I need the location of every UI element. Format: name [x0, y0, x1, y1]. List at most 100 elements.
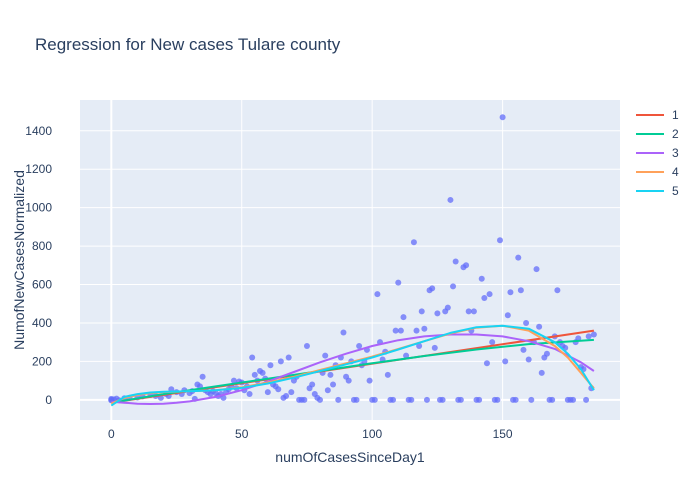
- data-point: [264, 389, 271, 396]
- data-point: [277, 358, 284, 365]
- data-point: [384, 371, 391, 378]
- y-tick-label: 1200: [25, 162, 52, 176]
- data-point: [515, 254, 522, 261]
- data-point: [570, 396, 577, 403]
- data-point: [476, 396, 483, 403]
- data-point: [434, 310, 441, 317]
- data-point: [481, 294, 488, 301]
- y-tick-label: 400: [32, 316, 52, 330]
- data-point: [416, 343, 423, 350]
- data-point: [533, 266, 540, 273]
- data-point: [444, 304, 451, 311]
- data-point: [590, 331, 597, 338]
- data-point: [403, 352, 410, 359]
- data-point: [554, 287, 561, 294]
- data-point: [366, 377, 373, 384]
- legend-item-2[interactable]: 2: [636, 127, 679, 141]
- data-point: [345, 377, 352, 384]
- legend-label: 2: [672, 127, 679, 141]
- y-tick-label: 0: [45, 393, 52, 407]
- legend-item-3[interactable]: 3: [636, 146, 679, 160]
- data-point: [504, 312, 511, 319]
- legend-label: 5: [672, 184, 679, 198]
- data-point: [356, 343, 363, 350]
- x-axis-ticks: 0 50 100 150: [108, 427, 513, 441]
- data-point: [497, 237, 503, 244]
- legend-label: 1: [672, 108, 679, 122]
- x-tick-label: 100: [362, 427, 382, 441]
- data-point: [429, 285, 436, 292]
- data-point: [520, 346, 527, 353]
- y-axis-title: NumofNewCasesNormalized: [11, 170, 27, 350]
- data-point: [585, 333, 592, 340]
- legend-label: 3: [672, 146, 679, 160]
- data-point: [251, 371, 258, 378]
- data-point: [408, 396, 415, 403]
- data-point: [457, 396, 464, 403]
- data-point: [465, 308, 472, 315]
- data-point: [249, 354, 256, 361]
- data-point: [395, 279, 402, 286]
- y-axis-ticks: 0 200 400 600 800 1000 1200 1400: [25, 124, 52, 407]
- data-point: [523, 319, 530, 326]
- data-point: [322, 352, 329, 359]
- data-point: [536, 323, 543, 330]
- legend-item-5[interactable]: 5: [636, 184, 679, 198]
- y-tick-label: 800: [32, 239, 52, 253]
- data-point: [327, 371, 334, 378]
- scatter-points: [108, 114, 597, 404]
- data-point: [543, 350, 550, 357]
- data-point: [400, 314, 407, 321]
- data-point: [317, 396, 323, 403]
- y-tick-label: 200: [32, 354, 52, 368]
- data-point: [478, 275, 485, 282]
- data-point: [512, 396, 519, 403]
- data-point: [486, 291, 493, 298]
- data-point: [309, 381, 316, 388]
- data-point: [199, 373, 206, 380]
- data-point: [507, 289, 514, 296]
- data-point: [324, 387, 331, 394]
- series-line-5: [110, 324, 595, 407]
- data-point: [413, 327, 420, 334]
- data-point: [340, 329, 347, 336]
- data-point: [431, 344, 438, 351]
- data-point: [447, 196, 454, 203]
- legend-item-4[interactable]: 4: [636, 165, 679, 179]
- data-point: [283, 392, 290, 399]
- data-point: [288, 389, 295, 396]
- data-point: [538, 369, 545, 376]
- data-point: [423, 396, 430, 403]
- x-tick-label: 0: [108, 427, 115, 441]
- data-point: [494, 396, 501, 403]
- data-point: [335, 396, 342, 403]
- data-point: [439, 396, 446, 403]
- data-point: [246, 391, 253, 398]
- data-point: [390, 396, 397, 403]
- data-point: [421, 325, 428, 332]
- data-point: [470, 308, 477, 315]
- x-tick-label: 50: [235, 427, 249, 441]
- data-point: [303, 343, 310, 350]
- data-point: [392, 327, 399, 334]
- data-point: [230, 377, 237, 384]
- x-tick-label: 150: [493, 427, 513, 441]
- legend-label: 4: [672, 165, 679, 179]
- data-point: [330, 381, 337, 388]
- legend: 1 2 3 4 5: [636, 108, 679, 198]
- data-point: [410, 239, 417, 246]
- data-point: [499, 114, 506, 121]
- data-point: [502, 358, 509, 365]
- data-point: [301, 396, 308, 403]
- legend-item-1[interactable]: 1: [636, 108, 679, 122]
- data-point: [259, 369, 266, 376]
- y-tick-label: 1000: [25, 201, 52, 215]
- data-point: [450, 283, 457, 290]
- chart-title: Regression for New cases Tulare county: [35, 35, 341, 54]
- x-axis-title: numOfCasesSinceDay1: [275, 449, 425, 465]
- data-point: [397, 327, 404, 334]
- data-point: [374, 291, 381, 298]
- data-point: [463, 262, 470, 269]
- y-tick-label: 600: [32, 278, 52, 292]
